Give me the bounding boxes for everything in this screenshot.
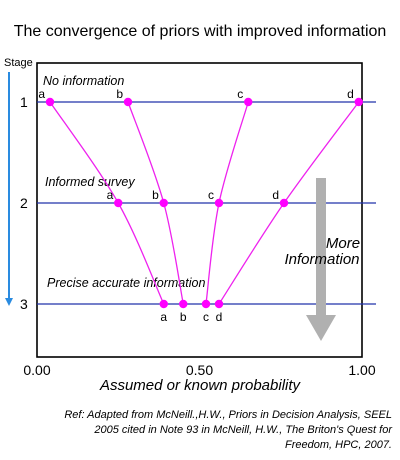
data-point-b — [123, 97, 133, 107]
stage-annotation: Informed survey — [45, 175, 135, 189]
stage-annotation: Precise accurate information — [47, 276, 205, 290]
point-label-b: b — [116, 87, 123, 101]
stage-annotation: No information — [43, 74, 124, 88]
data-point-d — [279, 198, 289, 208]
data-point-b — [159, 198, 168, 208]
y-axis-label: Stage — [4, 57, 33, 69]
point-label-b: b — [180, 310, 187, 324]
plot-frame — [36, 62, 363, 358]
x-tick-label: 0.00 — [23, 362, 50, 378]
data-point-d — [354, 97, 363, 107]
data-point-c — [214, 198, 224, 208]
point-label-b: b — [152, 188, 159, 202]
reference-line: Freedom, HPC, 2007. — [285, 439, 392, 451]
x-tick-label: 1.00 — [348, 362, 375, 378]
reference-line: 2005 cited in Note 93 in McNeill, H.W., … — [93, 424, 393, 436]
data-point-d — [214, 299, 224, 309]
point-label-d: d — [272, 188, 279, 202]
data-point-c — [201, 299, 211, 309]
chart-title: The convergence of priors with improved … — [14, 23, 387, 40]
reference-line: Ref: Adapted from McNeill.,H.W., Priors … — [64, 409, 392, 421]
point-label-a: a — [160, 310, 167, 324]
y-tick-label: 3 — [20, 296, 28, 312]
data-point-a — [114, 198, 123, 208]
data-point-a — [45, 97, 55, 107]
x-tick-label: 0.50 — [186, 362, 213, 378]
point-label-c: c — [208, 188, 214, 202]
information-label: Information — [284, 251, 359, 268]
more-information-arrow — [306, 178, 336, 341]
point-label-d: d — [347, 87, 354, 101]
data-point-c — [244, 97, 253, 107]
point-label-a: a — [107, 188, 114, 202]
y-tick-label: 1 — [20, 94, 28, 110]
more-label: More — [326, 235, 360, 252]
point-label-d: d — [216, 310, 223, 324]
point-label-c: c — [237, 87, 243, 101]
data-point-b — [179, 299, 188, 309]
y-tick-label: 2 — [20, 195, 28, 211]
point-label-a: a — [38, 87, 45, 101]
x-axis-label: Assumed or known probability — [99, 377, 302, 394]
point-label-c: c — [203, 310, 209, 324]
data-point-a — [159, 299, 168, 309]
